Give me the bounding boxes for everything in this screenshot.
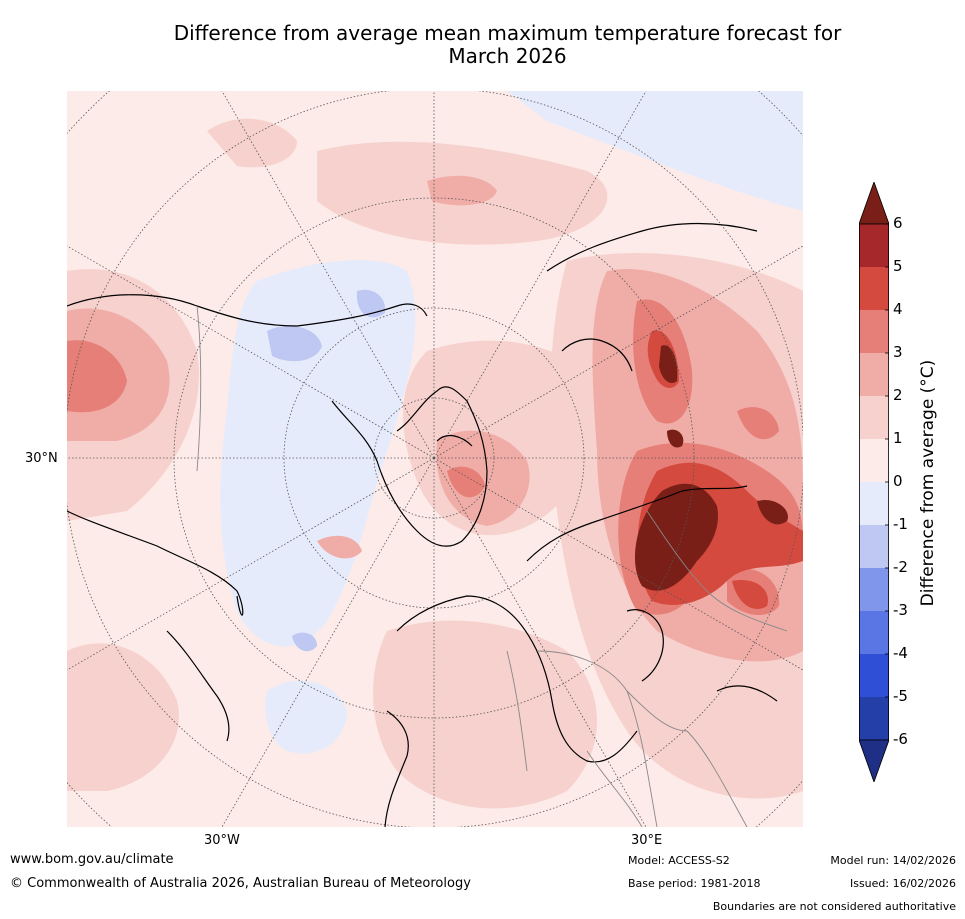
colorbar-extend-min — [858, 739, 890, 784]
footer-issued: Issued: 16/02/2026 — [849, 877, 956, 890]
colorbar-tick-label: -5 — [893, 687, 908, 705]
colorbar-band — [859, 568, 889, 611]
colorbar-band — [859, 310, 889, 353]
colorbar-band — [859, 482, 889, 525]
map-panel[interactable] — [67, 91, 803, 827]
coastlines — [67, 222, 778, 827]
colorbar-tick-label: 1 — [893, 429, 903, 447]
footer-base-period: Base period: 1981-2018 — [628, 877, 761, 890]
colorbar-tick-label: 6 — [893, 214, 903, 232]
footer-model: Model: ACCESS-S2 — [628, 854, 730, 867]
colorbar-extend-max — [858, 180, 890, 225]
colorbar-band — [859, 224, 889, 267]
colorbar-tick-label: 5 — [893, 257, 903, 275]
colorbar-band — [859, 396, 889, 439]
colorbar-tick-label: -2 — [893, 558, 908, 576]
footer-copyright: © Commonwealth of Australia 2026, Austra… — [10, 876, 471, 891]
title-line-1: Difference from average mean maximum tem… — [173, 21, 842, 45]
title-line-2: March 2026 — [448, 44, 567, 68]
anomaly-cool-regions — [220, 91, 803, 754]
anomaly-map — [67, 91, 803, 827]
colorbar-band — [859, 353, 889, 396]
country-boundaries — [196, 305, 788, 827]
colorbar-graphic — [858, 180, 890, 784]
colorbar-tick-label: 0 — [893, 472, 903, 490]
footer-disclaimer: Boundaries are not considered authoritat… — [712, 900, 956, 913]
lat-label-30n: 30°N — [25, 451, 58, 466]
colorbar-band — [859, 654, 889, 697]
colorbar-band — [859, 267, 889, 310]
colorbar-tick-label: -4 — [893, 644, 908, 662]
footer-website[interactable]: www.bom.gov.au/climate — [10, 852, 174, 867]
colorbar-label: Difference from average (°C) — [918, 359, 938, 607]
colorbar-tick-label: -3 — [893, 601, 908, 619]
colorbar-tick-label: 3 — [893, 343, 903, 361]
chart-title: Difference from average mean maximum tem… — [60, 22, 955, 68]
colorbar-tick-label: 2 — [893, 386, 903, 404]
colorbar — [858, 180, 890, 784]
colorbar-band — [859, 697, 889, 740]
graticule — [67, 91, 803, 827]
colorbar-tick-label: -6 — [893, 730, 908, 748]
colorbar-band — [859, 525, 889, 568]
lon-label-30w: 30°W — [204, 833, 240, 848]
colorbar-band — [859, 611, 889, 654]
colorbar-band — [859, 439, 889, 482]
footer-model-run: Model run: 14/02/2026 — [830, 854, 956, 867]
colorbar-tick-label: -1 — [893, 515, 908, 533]
colorbar-tick-label: 4 — [893, 300, 903, 318]
lon-label-30e: 30°E — [631, 833, 663, 848]
